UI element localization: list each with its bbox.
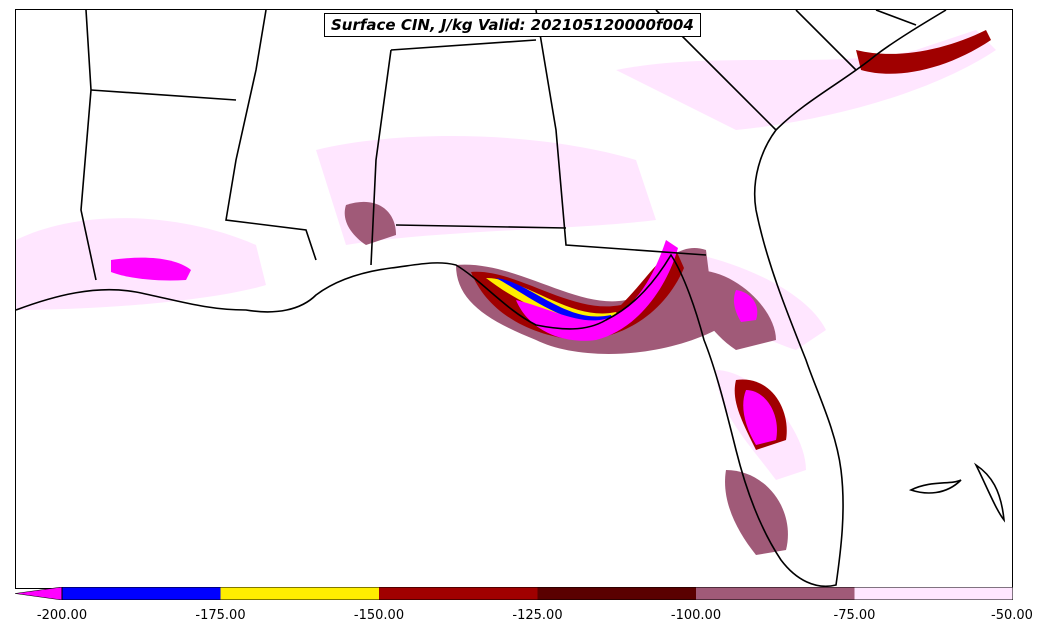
cin-blue-band [496, 278, 613, 323]
colorbar-tick-label: -75.00 [833, 608, 876, 623]
state-border [795, 10, 857, 71]
island-outline [908, 479, 962, 494]
colorbar-border [61, 587, 1013, 600]
cin-darkred-band [856, 30, 991, 74]
map-panel [15, 9, 1013, 589]
cin-magenta-core [743, 390, 777, 445]
state-border [90, 89, 237, 101]
cin-mauve-band [344, 201, 396, 245]
cin-light-band [316, 136, 656, 245]
colorbar-segment [220, 587, 379, 600]
colorbar-tick-label: -150.00 [353, 608, 405, 623]
colorbar-tick-label: -125.00 [512, 608, 563, 623]
colorbar-tick-label: -50.00 [991, 608, 1033, 623]
colorbar-segment [62, 587, 221, 600]
colorbar-extend-min [15, 587, 63, 600]
coastline [16, 10, 947, 587]
colorbar-tick-label: -175.00 [195, 608, 246, 623]
colorbar-segment [854, 587, 1013, 600]
state-border [390, 39, 537, 51]
state-border [875, 10, 917, 26]
state-border [80, 10, 97, 281]
island-outline [973, 462, 1006, 523]
colorbar-tick-label: -100.00 [670, 608, 722, 623]
state-border [370, 49, 392, 266]
cin-map [16, 10, 1006, 587]
state-border [395, 224, 567, 229]
cin-magenta-core [733, 290, 758, 322]
colorbar-segment [379, 587, 538, 600]
cin-shading [16, 30, 996, 555]
cin-magenta-core [111, 257, 191, 281]
colorbar-segment [537, 587, 696, 600]
cin-magenta-core [516, 240, 678, 341]
map-title: Surface CIN, J/kg Valid: 202105120000f00… [324, 13, 701, 37]
map-borders [16, 10, 1006, 587]
cin-light-band [616, 30, 996, 130]
colorbar [15, 587, 1013, 600]
colorbar-tick-label: -200.00 [36, 608, 88, 623]
colorbar-segment [696, 587, 855, 600]
state-border [535, 10, 707, 256]
state-border [225, 10, 317, 261]
